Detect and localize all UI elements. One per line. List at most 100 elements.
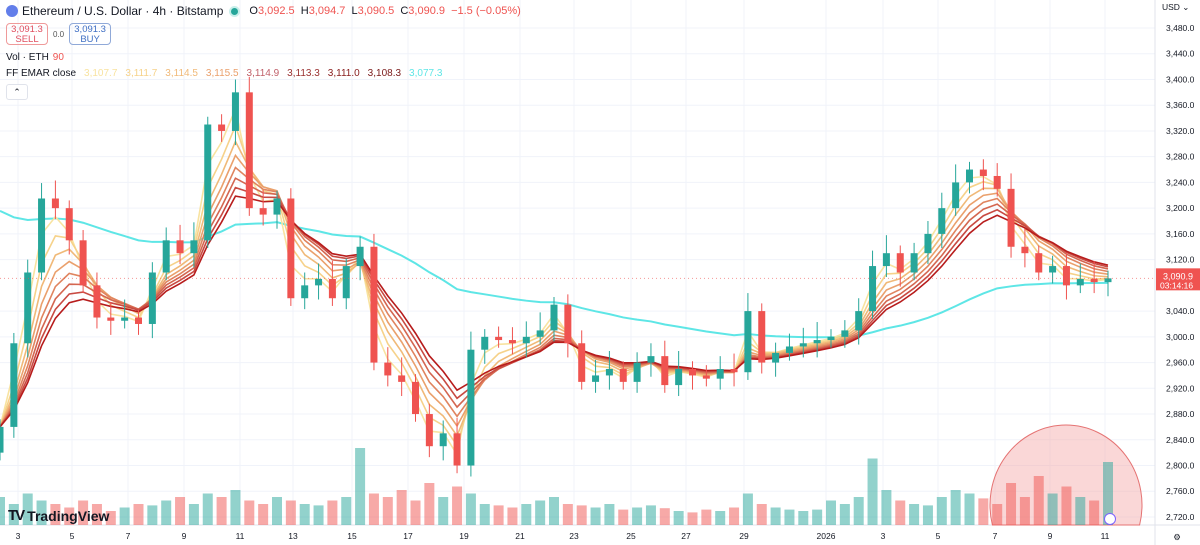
time-tick-label: 9: [182, 531, 187, 541]
price-tick-label: 3,160.0: [1166, 229, 1195, 239]
volume-bar: [729, 507, 740, 525]
candle-body: [578, 343, 586, 382]
volume-bar: [784, 509, 795, 525]
candle-body: [1035, 253, 1043, 273]
symbol-title[interactable]: Ethereum / U.S. Dollar · 4h · Bitstamp: [22, 4, 224, 18]
time-tick-label: 7: [993, 531, 998, 541]
chevron-up-icon[interactable]: ⌃: [6, 84, 28, 100]
volume-bar: [410, 500, 421, 525]
price-tick-label: 2,840.0: [1166, 435, 1195, 445]
volume-bar: [742, 493, 753, 525]
volume-bar: [839, 504, 850, 525]
volume-bar: [701, 509, 712, 525]
candle-body: [1007, 188, 1015, 247]
candle-body: [508, 340, 516, 344]
ema-value: 3,077.3: [409, 67, 443, 79]
candle-body: [38, 198, 46, 273]
candle-body: [689, 369, 696, 376]
candle-body: [467, 349, 475, 466]
ema-value: 3,108.3: [367, 67, 402, 79]
candle-body: [841, 330, 849, 337]
volume-bar: [313, 505, 324, 525]
candle-body: [121, 317, 129, 321]
volume-bar: [853, 497, 864, 525]
tradingview-logo[interactable]: TV TradingView: [8, 507, 110, 524]
ohlc-values: O3,092.5 H3,094.7 L3,090.5 C3,090.9 −1.5…: [249, 5, 521, 17]
settings-icon[interactable]: ⚙: [1173, 532, 1181, 542]
volume-bar: [258, 504, 269, 525]
candle-body: [342, 266, 350, 299]
price-tick-label: 3,400.0: [1166, 74, 1195, 84]
volume-bar: [922, 505, 933, 525]
volume-bar: [188, 504, 199, 525]
volume-bar: [521, 504, 532, 525]
candle-body: [65, 208, 73, 241]
countdown-label: 03:14:16: [1160, 280, 1193, 290]
candle-body: [550, 304, 558, 331]
candle-body: [952, 182, 960, 209]
ethereum-icon: [6, 5, 18, 17]
volume-bar: [272, 497, 282, 525]
time-tick-label: 11: [236, 531, 245, 541]
volume-bar: [1019, 497, 1030, 525]
volume-bar: [673, 511, 684, 525]
time-tick-label: 17: [403, 531, 413, 541]
price-tick-label: 2,920.0: [1166, 383, 1195, 393]
candle-body: [1062, 266, 1070, 286]
candle-body: [245, 92, 253, 209]
volume-bar: [175, 497, 186, 525]
candle-body: [412, 381, 419, 415]
volume-bar: [535, 500, 546, 525]
candle-body: [259, 208, 267, 215]
time-tick-label: 27: [681, 531, 691, 541]
volume-bar: [950, 490, 961, 525]
time-tick-label: 29: [739, 531, 749, 541]
candle-body: [301, 285, 309, 299]
candle-body: [204, 124, 212, 241]
volume-bar: [715, 511, 726, 525]
volume-bar: [147, 505, 158, 525]
time-tick-label: 13: [288, 531, 298, 541]
price-tick-label: 2,880.0: [1166, 409, 1195, 419]
current-price-label: 3,090.9: [1163, 271, 1193, 281]
volume-bar: [1089, 500, 1100, 525]
candle-body: [813, 340, 821, 344]
time-tick-label: 19: [459, 531, 469, 541]
volume-bar: [202, 493, 213, 525]
current-price-label-bg: [1156, 268, 1200, 291]
price-tick-label: 2,760.0: [1166, 486, 1195, 496]
volume-bar: [327, 500, 338, 525]
ema-legend[interactable]: FF EMAR close 3,107.7 3,111.7 3,114.5 3,115…: [6, 67, 443, 79]
price-tick-label: 3,440.0: [1166, 49, 1195, 59]
volume-bar: [244, 500, 255, 525]
volume-bar: [368, 493, 379, 525]
volume-legend[interactable]: Vol · ETH 90: [6, 51, 64, 63]
sell-button[interactable]: 3,091.3 SELL: [6, 23, 48, 45]
volume-bar: [285, 500, 296, 525]
buy-button[interactable]: 3,091.3 BUY: [69, 23, 112, 45]
candle-body: [398, 375, 406, 382]
currency-label[interactable]: USD ⌄: [1162, 2, 1189, 12]
volume-bar: [8, 504, 19, 525]
volume-bar: [590, 507, 601, 525]
candle-body: [481, 336, 489, 350]
candle-body: [315, 278, 323, 286]
volume-bar: [756, 504, 767, 525]
candle-body: [882, 253, 890, 267]
price-tick-label: 2,720.0: [1166, 512, 1195, 522]
volume-bar: [299, 504, 310, 525]
candle-body: [1090, 278, 1098, 283]
candle-body: [51, 198, 59, 209]
volume-bar: [936, 497, 947, 525]
volume-bar: [382, 497, 393, 525]
volume-bar: [341, 497, 352, 525]
volume-bar: [895, 500, 906, 525]
candle-body: [799, 343, 807, 347]
ema-value: 3,107.7: [84, 67, 118, 79]
time-tick-label: 15: [347, 531, 357, 541]
volume-bar: [438, 497, 449, 525]
lightning-icon[interactable]: [1104, 513, 1116, 525]
candle-body: [702, 375, 710, 379]
